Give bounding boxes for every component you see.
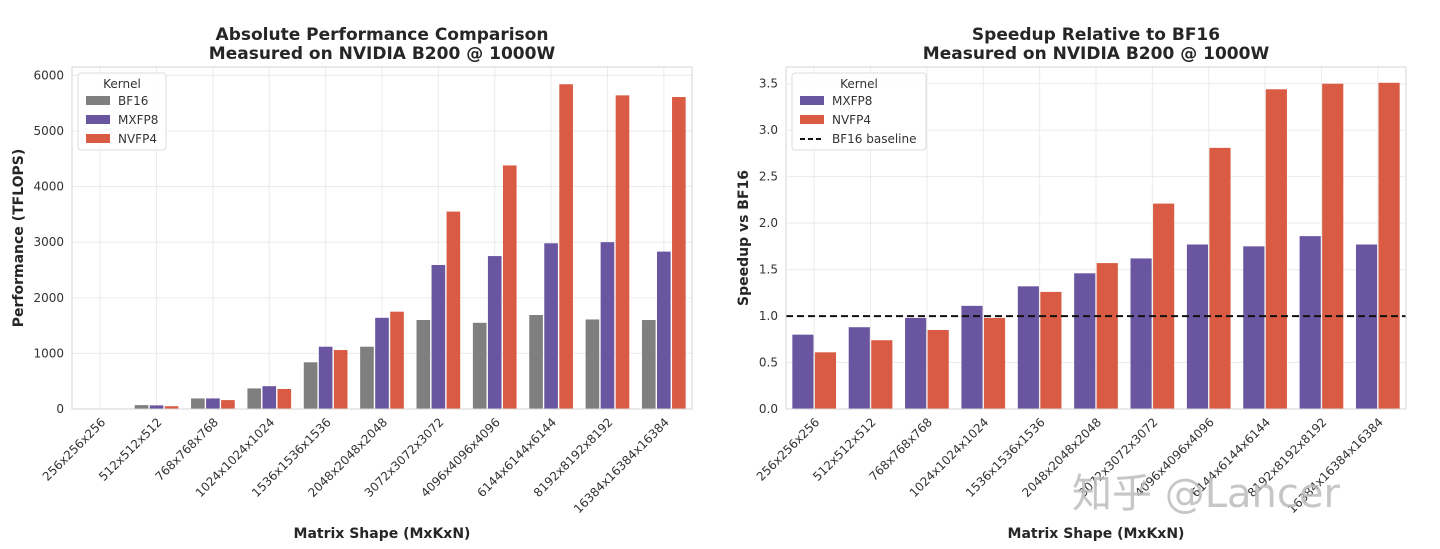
legend-label: BF16	[118, 94, 148, 108]
bar-bf16	[472, 322, 487, 409]
legend-label: BF16 baseline	[832, 132, 916, 146]
bar-mxfp8	[544, 243, 558, 409]
y-tick-label: 5000	[33, 124, 64, 138]
x-axis-label: Matrix Shape (MxKxN)	[294, 526, 471, 542]
bar-bf16	[641, 320, 656, 409]
plot-area: 0100020003000400050006000256x256x256512x…	[33, 66, 693, 516]
bar-bf16	[247, 388, 262, 409]
legend-label: MXFP8	[118, 113, 158, 127]
bar-nvfp4	[927, 330, 949, 409]
bar-nvfp4	[1040, 291, 1062, 409]
plot-area: 0.00.51.01.52.02.53.03.5256x256x256512x5…	[754, 66, 1407, 516]
bar-mxfp8	[1355, 244, 1378, 409]
bar-bf16	[134, 405, 149, 409]
bar-mxfp8	[792, 334, 814, 409]
y-tick-label: 3000	[33, 235, 64, 249]
bar-mxfp8	[206, 398, 220, 409]
bar-nvfp4	[1322, 83, 1344, 409]
bar-nvfp4	[615, 95, 630, 410]
y-tick-label: 2.5	[759, 170, 778, 184]
y-tick-label: 1.5	[759, 263, 778, 277]
bar-bf16	[585, 319, 600, 409]
watermark: 知乎 @Lancer	[1072, 471, 1340, 517]
legend-label: MXFP8	[832, 94, 872, 108]
y-tick-label: 0	[56, 402, 64, 416]
legend-label: NVFP4	[832, 113, 871, 127]
chart-title-line-1: Absolute Performance Comparison	[216, 25, 549, 45]
bar-mxfp8	[375, 317, 389, 409]
bar-mxfp8	[1017, 286, 1039, 409]
bar-nvfp4	[502, 165, 517, 409]
plot-frame	[785, 66, 1407, 410]
y-tick-label: 4000	[33, 180, 64, 194]
y-axis-label: Performance (TFLOPS)	[11, 149, 27, 328]
bar-nvfp4	[446, 211, 461, 409]
bar-mxfp8	[149, 405, 164, 409]
bar-bf16	[303, 362, 318, 409]
bar-mxfp8	[431, 264, 446, 409]
legend-label: NVFP4	[118, 132, 157, 146]
legend-title: Kernel	[840, 77, 878, 91]
y-tick-label: 2000	[33, 291, 64, 305]
bar-nvfp4	[277, 388, 292, 409]
bar-nvfp4	[333, 350, 348, 409]
bar-bf16	[529, 315, 543, 409]
y-tick-label: 6000	[33, 68, 64, 82]
bar-mxfp8	[600, 242, 615, 409]
bar-nvfp4	[164, 406, 179, 409]
bar-mxfp8	[1130, 258, 1152, 409]
legend-swatch-mxfp8	[86, 115, 110, 124]
bar-mxfp8	[262, 386, 277, 409]
bar-nvfp4	[390, 311, 404, 409]
bar-mxfp8	[961, 305, 983, 409]
legend-box	[77, 72, 167, 151]
y-tick-label: 2.0	[759, 216, 778, 230]
y-tick-label: 3.0	[759, 123, 778, 137]
speedup-chart: 0.00.51.01.52.02.53.03.5256x256x256512x5…	[736, 25, 1407, 542]
bar-nvfp4	[983, 317, 1006, 409]
plot-frame	[71, 66, 693, 410]
bar-nvfp4	[672, 97, 686, 409]
legend-swatch-mxfp8	[800, 96, 824, 105]
x-tick-label: 16384x16384x16384	[571, 415, 672, 516]
bar-mxfp8	[318, 346, 333, 409]
legend-swatch-nvfp4	[800, 115, 824, 124]
y-tick-label: 0.0	[759, 402, 778, 416]
bar-mxfp8	[487, 256, 502, 409]
legend-title: Kernel	[103, 77, 141, 91]
bar-nvfp4	[1378, 82, 1400, 409]
y-axis-label: Speedup vs BF16	[736, 170, 752, 306]
bar-nvfp4	[1096, 263, 1118, 409]
bar-mxfp8	[848, 327, 870, 409]
bar-mxfp8	[1186, 244, 1209, 409]
bar-nvfp4	[559, 84, 573, 410]
x-axis-label: Matrix Shape (MxKxN)	[1008, 526, 1185, 542]
performance-chart: 0100020003000400050006000256x256x256512x…	[11, 25, 693, 542]
bar-nvfp4	[814, 352, 837, 409]
bar-bf16	[416, 320, 431, 409]
chart-title-line-1: Speedup Relative to BF16	[972, 25, 1220, 45]
bar-nvfp4	[1209, 147, 1231, 409]
bar-mxfp8	[657, 251, 671, 409]
bar-nvfp4	[1265, 89, 1287, 409]
legend-swatch-bf16	[86, 96, 110, 105]
bar-nvfp4	[871, 340, 893, 409]
bar-nvfp4	[221, 400, 235, 409]
bar-mxfp8	[1243, 246, 1265, 409]
bar-nvfp4	[1153, 203, 1175, 409]
y-tick-label: 1000	[33, 346, 64, 360]
bar-bf16	[191, 398, 205, 409]
bar-mxfp8	[905, 317, 927, 409]
bar-mxfp8	[1299, 236, 1321, 409]
y-tick-label: 3.5	[759, 77, 778, 91]
chart-title-line-2: Measured on NVIDIA B200 @ 1000W	[923, 44, 1270, 64]
chart-title-line-2: Measured on NVIDIA B200 @ 1000W	[209, 44, 556, 64]
y-tick-label: 0.5	[759, 356, 778, 370]
legend-swatch-nvfp4	[86, 134, 110, 143]
bar-bf16	[360, 346, 374, 409]
y-tick-label: 1.0	[759, 309, 778, 323]
bar-mxfp8	[1074, 273, 1096, 409]
legend-box	[791, 72, 927, 151]
